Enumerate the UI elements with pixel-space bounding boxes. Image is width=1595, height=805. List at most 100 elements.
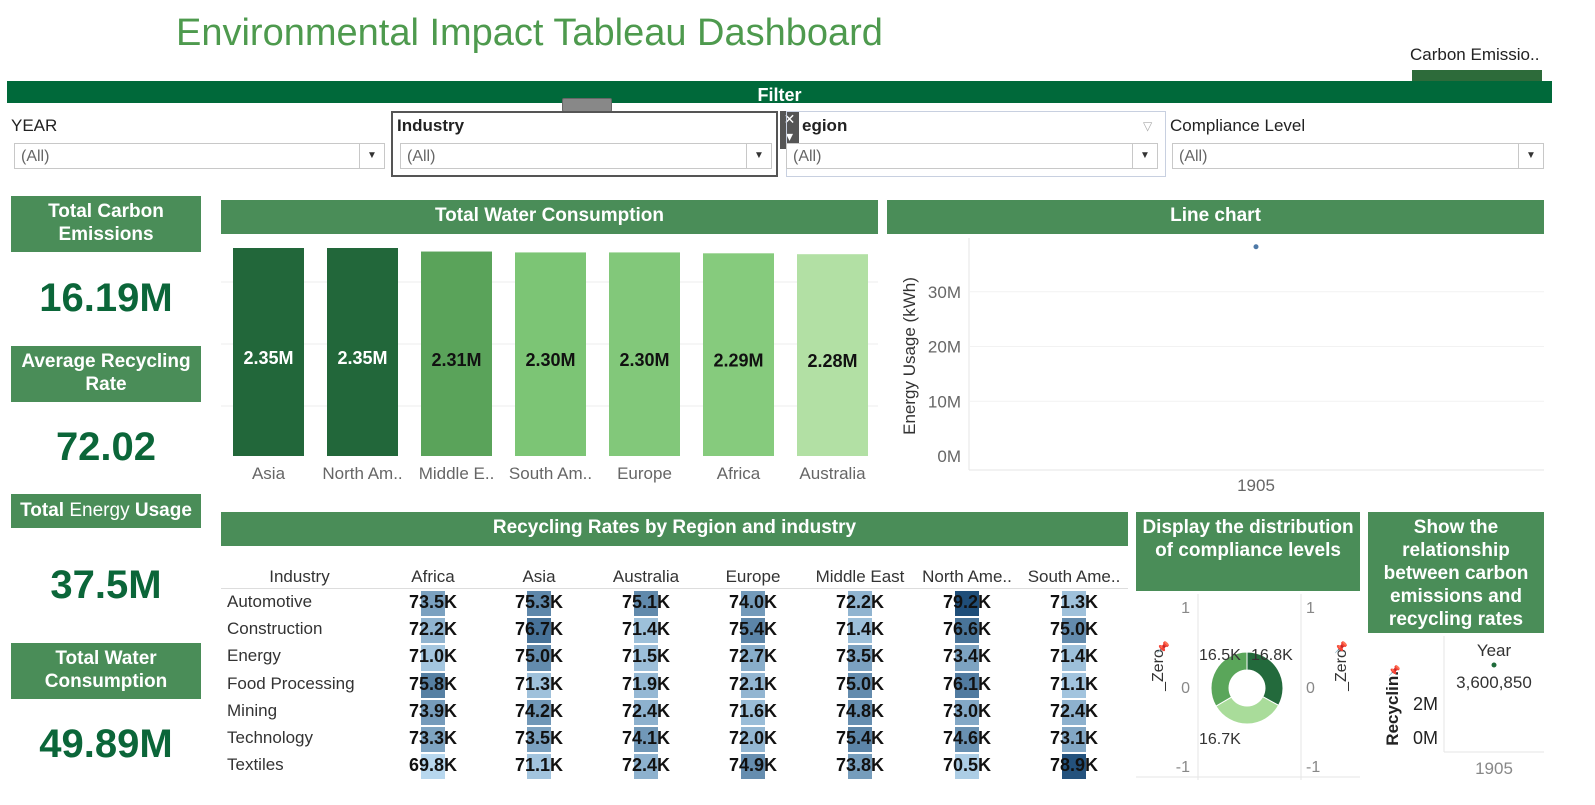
- heatmap-mark[interactable]: [634, 699, 658, 725]
- water-bar-chart: 2.35M Asia 2.35M North Am.. 2.31M Middle E.. 2…: [221, 248, 878, 483]
- y-tick-label: 2M: [1413, 694, 1438, 714]
- water-bar-label: 2.35M: [243, 348, 293, 368]
- water-bar-label: 2.30M: [525, 350, 575, 370]
- heatmap-mark[interactable]: [527, 618, 551, 644]
- heatmap-cell-label: 75.4K: [835, 728, 885, 748]
- heatmap-mark[interactable]: [741, 672, 765, 698]
- y-axis-title: Energy Usage (kWh): [900, 277, 919, 435]
- water-bar[interactable]: [421, 251, 492, 456]
- heatmap-mark[interactable]: [741, 727, 765, 753]
- heatmap-mark[interactable]: [421, 645, 445, 671]
- heatmap-mark[interactable]: [848, 618, 872, 644]
- heatmap-mark[interactable]: [1062, 754, 1086, 780]
- heatmap-mark[interactable]: [634, 754, 658, 780]
- heatmap-mark[interactable]: [955, 645, 979, 671]
- heatmap-mark[interactable]: [527, 754, 551, 780]
- heatmap-mark[interactable]: [848, 672, 872, 698]
- heatmap-mark[interactable]: [421, 618, 445, 644]
- heatmap-cell-label: 71.6K: [728, 700, 778, 721]
- heatmap-cell-label: 72.0K: [728, 728, 778, 748]
- filter-year-dropdown[interactable]: (All) ▼: [14, 143, 385, 169]
- line-point[interactable]: [1253, 244, 1259, 250]
- heatmap-table: Industry Africa Asia Australia Europe Middle …: [221, 566, 1128, 781]
- donut-slice[interactable]: [1215, 695, 1280, 725]
- heatmap-cell-label: 73.5K: [514, 728, 564, 748]
- heatmap-mark[interactable]: [527, 672, 551, 698]
- heatmap-mark[interactable]: [527, 727, 551, 753]
- heatmap-mark[interactable]: [848, 727, 872, 753]
- close-icon[interactable]: ✕ ▾: [780, 111, 799, 149]
- heatmap-mark[interactable]: [634, 727, 658, 753]
- heatmap-mark[interactable]: [1062, 591, 1086, 617]
- heatmap-mark[interactable]: [741, 754, 765, 780]
- heatmap-mark[interactable]: [741, 645, 765, 671]
- heatmap-column-header: South Ame..: [1027, 567, 1121, 586]
- heatmap-mark[interactable]: [421, 699, 445, 725]
- filter-funnel-icon[interactable]: ▽: [1143, 119, 1153, 133]
- chevron-down-icon: ▼: [1518, 144, 1543, 168]
- water-bar[interactable]: [797, 254, 868, 456]
- heatmap-cell-label: 78.9K: [1049, 755, 1099, 776]
- heatmap-mark[interactable]: [848, 699, 872, 725]
- heatmap-mark[interactable]: [1062, 672, 1086, 698]
- pin-icon[interactable]: 📌: [1334, 640, 1348, 654]
- filter-compliance-dropdown[interactable]: (All) ▼: [1172, 143, 1544, 169]
- filter-region-dropdown[interactable]: (All) ▼: [786, 143, 1158, 169]
- water-bar[interactable]: [327, 248, 398, 456]
- heatmap-mark[interactable]: [421, 727, 445, 753]
- heatmap-mark[interactable]: [421, 672, 445, 698]
- heatmap-cell-label: 74.1K: [621, 728, 671, 748]
- heatmap-cell-label: 71.5K: [621, 646, 671, 667]
- heatmap-cell-label: 75.0K: [835, 673, 885, 694]
- donut-slice[interactable]: [1210, 651, 1248, 707]
- y-tick-label: 20M: [928, 338, 961, 357]
- heatmap-mark[interactable]: [634, 591, 658, 617]
- water-bar-label: 2.35M: [337, 348, 387, 368]
- pin-icon[interactable]: 📌: [1388, 664, 1401, 677]
- heatmap-mark[interactable]: [955, 699, 979, 725]
- heatmap-mark[interactable]: [421, 754, 445, 780]
- heatmap-mark[interactable]: [527, 645, 551, 671]
- y-tick-label: 0: [1181, 680, 1190, 697]
- heatmap-mark[interactable]: [1062, 645, 1086, 671]
- heatmap-mark[interactable]: [741, 618, 765, 644]
- heatmap-mark[interactable]: [527, 591, 551, 617]
- heatmap-mark[interactable]: [1062, 699, 1086, 725]
- heatmap-mark[interactable]: [848, 645, 872, 671]
- heatmap-mark[interactable]: [955, 672, 979, 698]
- drag-handle[interactable]: [562, 98, 612, 112]
- heatmap-cell-label: 74.8K: [835, 700, 885, 721]
- heatmap-mark[interactable]: [741, 699, 765, 725]
- line-chart-title: Line chart: [887, 200, 1544, 234]
- water-bar[interactable]: [703, 253, 774, 456]
- heatmap-mark[interactable]: [634, 618, 658, 644]
- heatmap-cell-label: 71.0K: [408, 646, 458, 667]
- heatmap-mark[interactable]: [634, 645, 658, 671]
- heatmap-mark[interactable]: [421, 591, 445, 617]
- heatmap-mark[interactable]: [1062, 727, 1086, 753]
- heatmap-mark[interactable]: [955, 618, 979, 644]
- water-bar[interactable]: [515, 252, 586, 456]
- heatmap-mark[interactable]: [955, 727, 979, 753]
- axis-title-left: _Zero: [1150, 649, 1167, 692]
- filter-industry-dropdown[interactable]: (All) ▼: [400, 143, 772, 169]
- water-bar[interactable]: [609, 252, 680, 456]
- kpi-recycling-label: Average Recycling Rate: [11, 346, 201, 402]
- water-bar[interactable]: [233, 248, 304, 456]
- heatmap-mark[interactable]: [955, 591, 979, 617]
- heatmap-mark[interactable]: [955, 754, 979, 780]
- heatmap-cell-label: 74.2K: [514, 700, 564, 721]
- heatmap-row-label: Construction: [227, 619, 323, 639]
- heatmap-cell-label: 74.0K: [728, 592, 778, 612]
- heatmap-mark[interactable]: [741, 591, 765, 617]
- heatmap-cell-label: 72.4K: [621, 700, 671, 721]
- heatmap-mark[interactable]: [848, 754, 872, 780]
- heatmap-cell-label: 76.1K: [942, 673, 992, 694]
- heatmap-mark[interactable]: [848, 591, 872, 617]
- heatmap-mark[interactable]: [527, 699, 551, 725]
- heatmap-mark[interactable]: [634, 672, 658, 698]
- heatmap-mark[interactable]: [1062, 618, 1086, 644]
- heatmap-cell-label: 72.2K: [835, 592, 885, 612]
- heatmap-cell-label: 73.3K: [408, 728, 458, 748]
- pin-icon[interactable]: 📌: [1156, 640, 1170, 654]
